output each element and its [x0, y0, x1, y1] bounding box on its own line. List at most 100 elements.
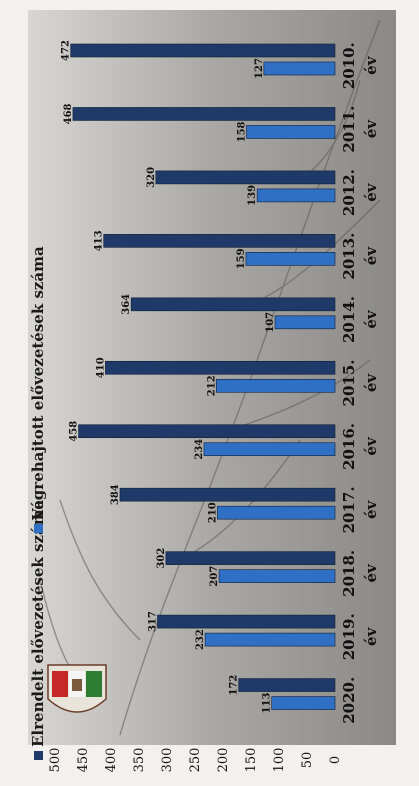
data-label: 159	[236, 248, 247, 269]
x-tick-label: 0	[328, 756, 343, 764]
svg-text:év: év	[362, 309, 380, 329]
data-label: 410	[95, 357, 106, 378]
data-label: 317	[147, 611, 158, 632]
svg-text:2011.: 2011.	[340, 106, 358, 153]
svg-text:113: 113	[262, 693, 273, 714]
svg-text:302: 302	[156, 548, 167, 569]
svg-text:év: év	[362, 119, 380, 139]
category-label-suffix: év	[362, 626, 380, 646]
category-label-suffix: év	[362, 55, 380, 75]
category-label-suffix: év	[362, 373, 380, 393]
svg-text:472: 472	[61, 40, 72, 61]
svg-text:232: 232	[195, 629, 206, 650]
data-label: 468	[63, 103, 74, 124]
bar-executed	[218, 569, 336, 583]
category-label: 2017.	[340, 486, 358, 533]
bar-ordered	[157, 614, 336, 629]
bar-executed	[271, 696, 336, 710]
data-label: 172	[229, 675, 240, 696]
svg-text:350: 350	[132, 748, 147, 773]
category-label: 2014.	[340, 296, 358, 343]
svg-text:127: 127	[254, 58, 265, 79]
legend-swatch	[34, 751, 43, 760]
svg-text:207: 207	[209, 566, 220, 587]
data-label: 207	[209, 566, 220, 587]
svg-text:458: 458	[69, 421, 80, 442]
svg-text:364: 364	[121, 294, 132, 315]
bar-executed	[217, 505, 336, 520]
bar-ordered	[78, 424, 336, 439]
svg-text:210: 210	[207, 502, 218, 523]
svg-text:172: 172	[229, 675, 240, 696]
svg-text:413: 413	[94, 230, 105, 251]
svg-text:384: 384	[110, 484, 121, 505]
coat-of-arms-icon	[47, 664, 107, 713]
category-label: 2015.	[340, 360, 358, 407]
data-label: 364	[121, 294, 132, 315]
x-tick-label: 450	[76, 748, 91, 773]
svg-text:158: 158	[237, 121, 248, 142]
data-label: 232	[195, 629, 206, 650]
svg-text:139: 139	[247, 185, 258, 206]
bar-executed	[203, 442, 336, 457]
svg-text:317: 317	[147, 611, 158, 632]
bar-ordered	[165, 551, 336, 565]
x-tick-label: 500	[48, 748, 63, 773]
category-label: 2010.	[340, 42, 358, 89]
svg-text:159: 159	[236, 248, 247, 269]
legend-swatch	[34, 524, 43, 533]
x-tick-label: 400	[104, 748, 119, 773]
legend-label: Elrendelt elővezetések száma	[29, 499, 47, 747]
x-tick-label: 350	[132, 748, 147, 773]
bar-ordered	[119, 487, 336, 502]
data-label: 139	[247, 185, 258, 206]
category-label-suffix: év	[362, 182, 380, 202]
category-label: 2011.	[340, 106, 358, 153]
svg-text:410: 410	[95, 357, 106, 378]
svg-text:2013.: 2013.	[340, 233, 358, 280]
x-axis: 0 50 100 150 200 250 300 350 400 450 500	[48, 748, 343, 773]
bar-executed	[204, 632, 336, 647]
data-label: 302	[156, 548, 167, 569]
svg-text:2019.: 2019.	[340, 613, 358, 660]
data-label: 384	[110, 484, 121, 505]
category-label-suffix: év	[362, 246, 380, 266]
bars: 472 127 468 158 320 139 413 159 364 107 410 212 458 2…	[61, 40, 336, 714]
svg-text:100: 100	[272, 748, 287, 773]
svg-text:2014.: 2014.	[340, 296, 358, 343]
svg-text:év: év	[362, 55, 380, 75]
data-label: 472	[61, 40, 72, 61]
svg-text:212: 212	[206, 375, 217, 396]
data-label: 113	[262, 693, 273, 714]
bar-ordered	[70, 43, 336, 58]
category-label-suffix: év	[362, 309, 380, 329]
svg-text:2010.: 2010.	[340, 42, 358, 89]
x-tick-label: 300	[160, 748, 175, 773]
x-tick-label: 150	[244, 748, 259, 773]
svg-text:107: 107	[265, 312, 276, 333]
data-label: 320	[146, 167, 157, 188]
data-label: 234	[194, 439, 205, 460]
data-label: 413	[94, 230, 105, 251]
svg-text:év: év	[362, 373, 380, 393]
category-label-suffix: év	[362, 119, 380, 139]
svg-text:50: 50	[300, 752, 315, 769]
bar-ordered	[72, 107, 336, 121]
svg-text:500: 500	[48, 748, 63, 773]
svg-text:400: 400	[104, 748, 119, 773]
bar-executed	[256, 188, 336, 203]
x-tick-label: 50	[300, 752, 315, 769]
x-tick-label: 250	[188, 748, 203, 773]
data-label: 458	[69, 421, 80, 442]
svg-text:év: év	[362, 246, 380, 266]
svg-text:év: év	[362, 563, 380, 583]
x-tick-label: 100	[272, 748, 287, 773]
bar-executed	[246, 125, 336, 139]
bar-executed	[274, 315, 336, 330]
legend-label: Végrehajtott elővezetések száma	[29, 246, 47, 521]
category-label-suffix: év	[362, 499, 380, 519]
svg-text:0: 0	[328, 756, 343, 764]
category-label: 2012.	[340, 169, 358, 216]
category-label: 2018.	[340, 550, 358, 597]
